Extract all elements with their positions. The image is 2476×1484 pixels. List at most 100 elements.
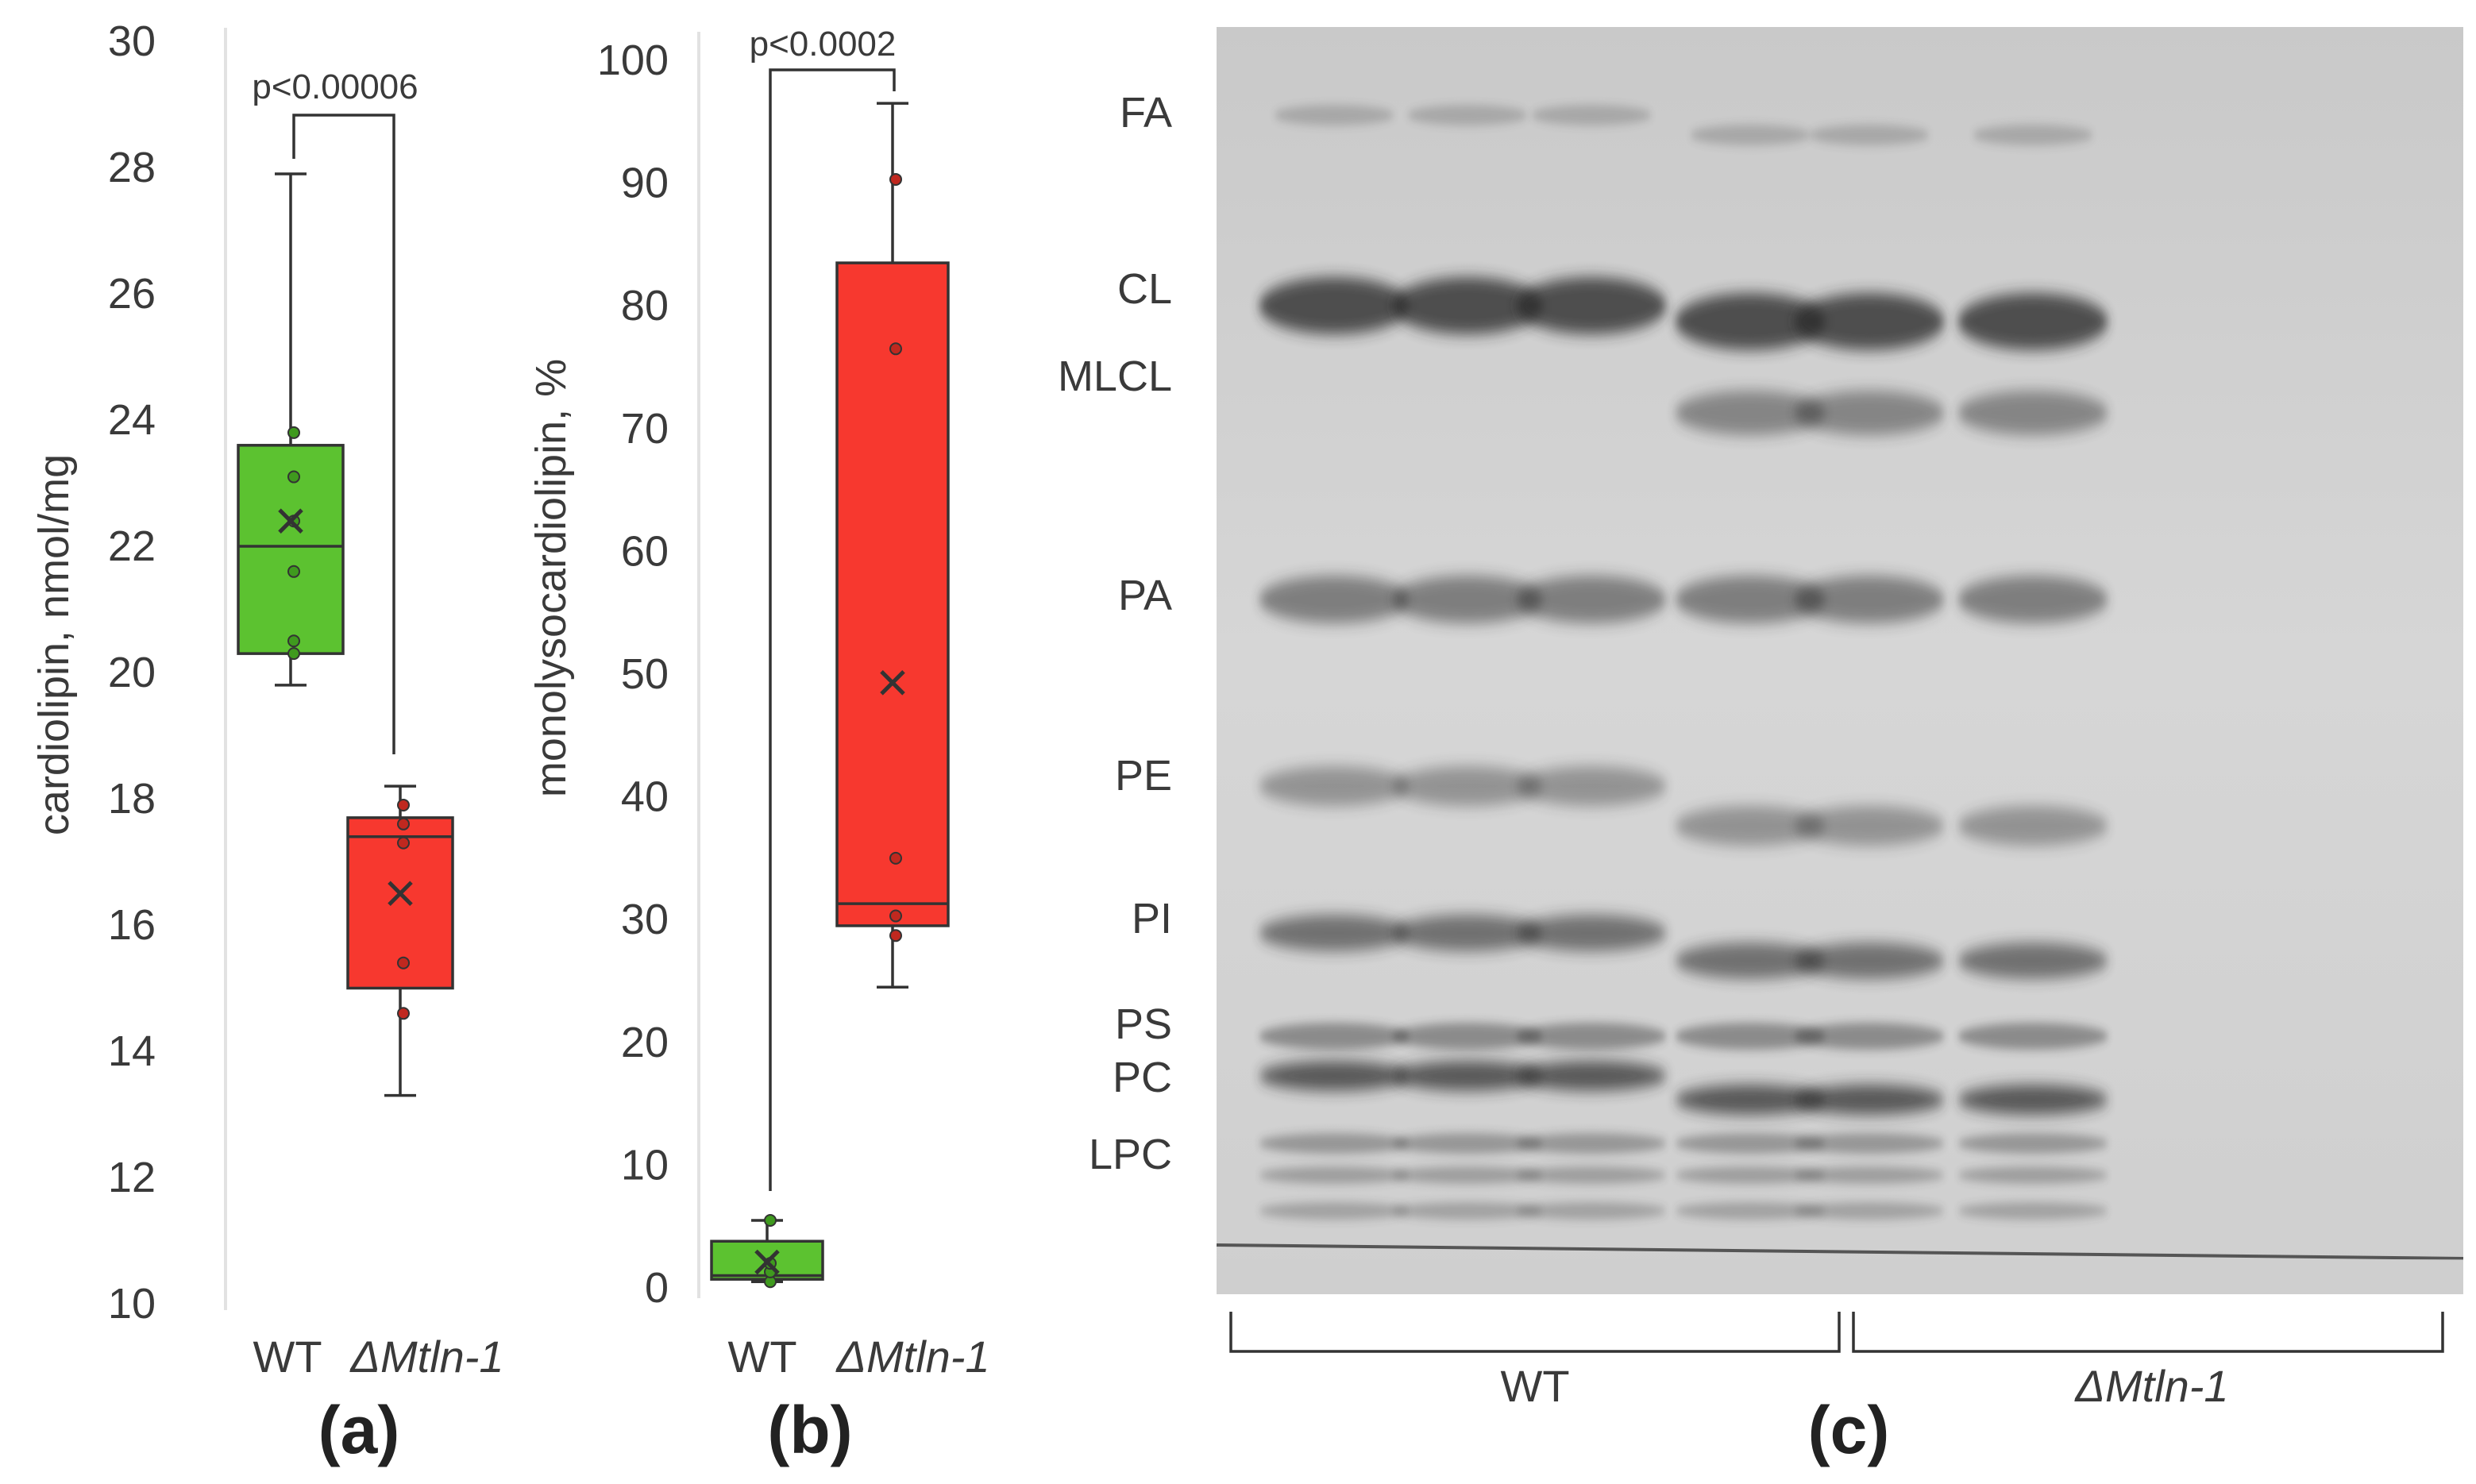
- wt-lane-bracket: [1229, 1312, 1841, 1353]
- panel-b-box-mutant-data-point: [889, 851, 902, 865]
- tlc-band: [1794, 1023, 1945, 1050]
- panel-b-y-tick-label: 30: [621, 896, 669, 943]
- panel-a-box-wt-data-point: [287, 565, 300, 578]
- tlc-origin-line: [1216, 1243, 2464, 1260]
- tlc-band-label-pc: PC: [1113, 1054, 1172, 1101]
- tlc-band: [1675, 942, 1826, 979]
- tlc-band: [1794, 1085, 1945, 1115]
- tlc-band: [1259, 576, 1410, 623]
- tlc-band: [1957, 293, 2108, 350]
- tlc-group-label-mutant: ΔMtln-1: [2073, 1361, 2228, 1411]
- panel-a-box-wt-data-point: [287, 426, 300, 439]
- panel-a-y-ticks: 10 12 14 16 18 20 22 24 26 28 30: [108, 17, 156, 1328]
- panel-b-group-label-wt: WT: [727, 1332, 796, 1382]
- panel-a-y-tick-label: 24: [108, 396, 156, 444]
- tlc-band: [1516, 915, 1667, 951]
- tlc-band: [1957, 1133, 2108, 1154]
- tlc-band: [1794, 391, 1945, 435]
- tlc-band: [1794, 942, 1945, 979]
- panel-b-y-tick-label: 70: [621, 405, 669, 453]
- tlc-band: [1392, 766, 1543, 806]
- panel-a-box-wt-data-point: [287, 634, 300, 648]
- panel-b-y-axis-label: monolysocardiolipin, %: [527, 359, 575, 797]
- panel-a-label: (a): [318, 1393, 400, 1467]
- panel-a-y-tick-label: 26: [108, 270, 156, 318]
- panel-a-y-tick-label: 12: [108, 1154, 156, 1201]
- panel-a-y-tick-label: 10: [108, 1280, 156, 1328]
- panel-a-group-label-mutant: ΔMtln-1: [349, 1332, 503, 1382]
- panel-b-y-tick-label: 80: [621, 282, 669, 330]
- tlc-band: [1675, 1023, 1826, 1050]
- tlc-band-label-pe: PE: [1115, 752, 1172, 800]
- panel-b-y-tick-label: 0: [645, 1264, 669, 1312]
- tlc-band-label-cl: CL: [1117, 265, 1172, 313]
- tlc-band: [1957, 576, 2108, 623]
- panel-b-box-wt-mean-marker: [754, 1249, 780, 1275]
- panel-a-box-mutant-data-point: [397, 836, 410, 850]
- tlc-band: [1675, 806, 1826, 846]
- panel-b-y-tick-label: 90: [621, 160, 669, 207]
- tlc-band: [1957, 1166, 2108, 1184]
- panel-b-box-mutant: [835, 102, 950, 989]
- tlc-band: [1794, 576, 1945, 623]
- tlc-band: [1407, 105, 1528, 125]
- panel-a-y-tick-label: 30: [108, 17, 156, 65]
- tlc-band-label-ps: PS: [1115, 1000, 1172, 1048]
- tlc-band: [1516, 766, 1667, 806]
- panel-b-box-wt-data-point: [764, 1213, 777, 1227]
- panel-b-box-mutant-iqr: [835, 261, 950, 927]
- panel-a-box-wt-data-point: [287, 647, 300, 661]
- tlc-band: [1675, 1133, 1826, 1154]
- tlc-plate: [1216, 27, 2464, 1294]
- tlc-band: [1392, 1166, 1543, 1184]
- tlc-band: [1957, 391, 2108, 435]
- panel-a-y-tick-label: 18: [108, 775, 156, 823]
- panel-b: 0 10 20 30 40 50 60 70 80 90 100 monolysocardiolip…: [527, 25, 990, 1467]
- tlc-band-label-pa: PA: [1118, 572, 1172, 619]
- tlc-band: [1957, 806, 2108, 846]
- tlc-band: [1392, 1202, 1543, 1220]
- tlc-band: [1516, 1023, 1667, 1050]
- panel-b-y-tick-label: 50: [621, 650, 669, 698]
- tlc-band: [1957, 1085, 2108, 1115]
- tlc-band: [1392, 1023, 1543, 1050]
- panel-a-y-tick-label: 22: [108, 522, 156, 570]
- panel-a-box-mutant-data-point: [397, 956, 410, 969]
- tlc-band: [1392, 1061, 1543, 1091]
- tlc-band: [1392, 277, 1543, 334]
- tlc-band: [1516, 277, 1667, 334]
- tlc-group-brackets: [1229, 1312, 2444, 1353]
- panel-b-y-tick-label: 40: [621, 773, 669, 821]
- panel-b-significance-bracket: [769, 68, 896, 1191]
- tlc-band: [1259, 1166, 1410, 1184]
- panel-a-group-label-wt: WT: [253, 1332, 322, 1382]
- tlc-band: [1531, 105, 1652, 125]
- tlc-band: [1675, 1085, 1826, 1115]
- tlc-band: [1259, 1133, 1410, 1154]
- panel-a-y-tick-label: 16: [108, 901, 156, 949]
- tlc-band: [1259, 1202, 1410, 1220]
- panel-a-box-wt: [237, 172, 345, 687]
- panel-a-pvalue: p<0.00006: [252, 67, 418, 106]
- panel-b-y-tick-label: 10: [621, 1141, 669, 1189]
- tlc-band: [1690, 125, 1811, 145]
- panel-b-pvalue: p<0.0002: [750, 25, 897, 64]
- panel-b-box-mutant-data-point: [889, 909, 902, 923]
- tlc-band: [1973, 125, 2093, 145]
- panel-a-y-tick-label: 14: [108, 1027, 156, 1075]
- tlc-band: [1392, 915, 1543, 951]
- tlc-band: [1516, 1061, 1667, 1091]
- panel-a-significance-bracket: [292, 114, 395, 754]
- tlc-band: [1259, 915, 1410, 951]
- panel-b-box-mutant-data-point: [889, 342, 902, 356]
- panel-b-box-mutant-data-point: [889, 172, 902, 186]
- panel-c: FA CL MLCL PA PE PI PS PC LPC WT ΔMtln-1 (c): [1058, 27, 2464, 1467]
- tlc-band: [1957, 1202, 2108, 1220]
- panel-b-y-tick-label: 20: [621, 1019, 669, 1066]
- panel-b-boxes: [710, 102, 950, 1289]
- tlc-band: [1957, 1023, 2108, 1050]
- panel-a-box-wt-data-point: [287, 470, 300, 484]
- panel-b-y-ticks: 0 10 20 30 40 50 60 70 80 90 100: [597, 37, 669, 1312]
- panel-a: 10 12 14 16 18 20 22 24 26 28 30 cardiolipin, nmol…: [30, 17, 504, 1467]
